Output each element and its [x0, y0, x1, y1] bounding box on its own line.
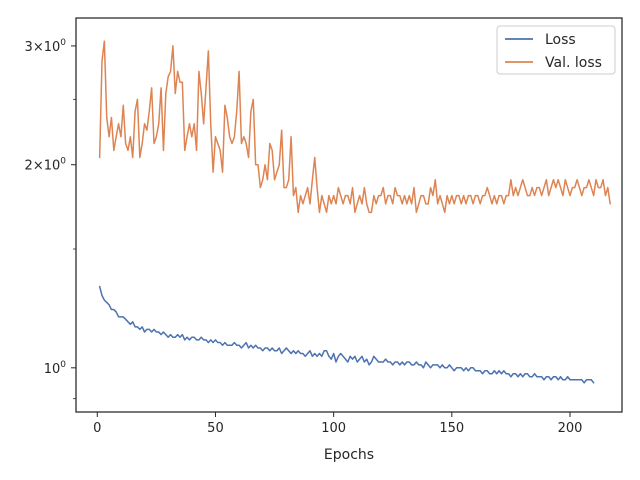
y-tick-label: 3×100 [25, 38, 67, 55]
x-tick-label: 0 [93, 421, 101, 436]
series-layer [98, 40, 611, 384]
legend-label: Val. loss [545, 55, 602, 71]
y-axis: 100 2×100 3×100 [25, 38, 76, 400]
x-axis: 0 50 100 150 200 [93, 412, 582, 436]
legend-label: Loss [545, 32, 576, 48]
series-line-val-loss [98, 40, 611, 214]
y-tick-label: 2×100 [25, 157, 67, 174]
y-tick-label: 100 [44, 360, 67, 377]
x-tick-label: 50 [207, 421, 224, 436]
x-tick-label: 200 [558, 421, 583, 436]
plot-frame [75, 17, 623, 413]
x-tick-label: 100 [321, 421, 346, 436]
x-axis-title: Epochs [324, 447, 374, 463]
x-tick-label: 150 [439, 421, 464, 436]
legend: Loss Val. loss [496, 25, 616, 75]
series-line-loss [98, 285, 595, 384]
